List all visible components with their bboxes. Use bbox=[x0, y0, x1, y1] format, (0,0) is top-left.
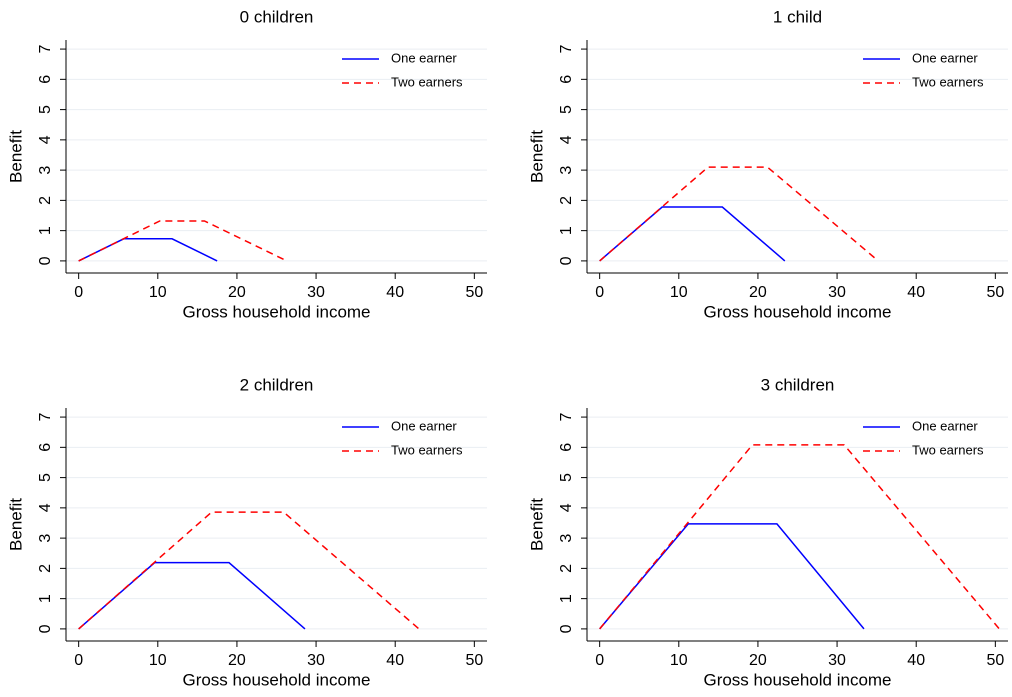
y-tick-label: 7 bbox=[37, 45, 54, 54]
legend-label: Two earners bbox=[912, 74, 984, 89]
y-tick-label: 2 bbox=[37, 196, 54, 205]
x-axis-title: Gross household income bbox=[703, 302, 891, 321]
y-tick-label: 0 bbox=[37, 256, 54, 265]
series-line bbox=[78, 561, 306, 630]
y-axis-title: Benefit bbox=[527, 130, 546, 183]
x-axis-title: Gross household income bbox=[703, 670, 891, 689]
y-tick-label: 0 bbox=[558, 256, 575, 265]
legend-label: One earner bbox=[912, 418, 978, 433]
y-tick-label: 4 bbox=[558, 503, 575, 512]
y-tick-label: 5 bbox=[37, 105, 54, 114]
series-line bbox=[599, 523, 865, 630]
y-tick-label: 0 bbox=[558, 624, 575, 633]
x-tick-label: 10 bbox=[670, 284, 688, 301]
y-tick-label: 6 bbox=[37, 75, 54, 84]
x-tick-label: 20 bbox=[228, 284, 246, 301]
x-tick-label: 50 bbox=[465, 284, 483, 301]
y-axis-title: Benefit bbox=[6, 130, 25, 183]
x-tick-label: 40 bbox=[386, 284, 404, 301]
x-tick-label: 40 bbox=[386, 652, 404, 669]
x-tick-label: 30 bbox=[828, 652, 846, 669]
y-tick-label: 1 bbox=[37, 226, 54, 235]
series-line bbox=[599, 444, 1000, 630]
x-tick-label: 0 bbox=[74, 652, 83, 669]
chart-title: 2 children bbox=[240, 375, 314, 394]
y-tick-label: 4 bbox=[558, 135, 575, 144]
series-line bbox=[599, 206, 786, 262]
y-tick-label: 5 bbox=[37, 473, 54, 482]
x-tick-label: 30 bbox=[828, 284, 846, 301]
y-tick-label: 3 bbox=[558, 166, 575, 175]
y-tick-label: 2 bbox=[558, 564, 575, 573]
legend-label: Two earners bbox=[912, 442, 984, 457]
chart-title: 1 child bbox=[773, 7, 822, 26]
x-tick-label: 40 bbox=[907, 652, 925, 669]
x-tick-label: 50 bbox=[986, 284, 1004, 301]
x-tick-label: 0 bbox=[74, 284, 83, 301]
y-tick-label: 7 bbox=[37, 413, 54, 422]
y-tick-label: 4 bbox=[37, 135, 54, 144]
x-tick-label: 50 bbox=[986, 652, 1004, 669]
y-tick-label: 3 bbox=[37, 534, 54, 543]
y-tick-label: 5 bbox=[558, 105, 575, 114]
series-line bbox=[78, 238, 218, 262]
y-tick-label: 3 bbox=[558, 534, 575, 543]
x-tick-label: 20 bbox=[228, 652, 246, 669]
x-tick-label: 10 bbox=[149, 284, 167, 301]
x-tick-label: 30 bbox=[307, 652, 325, 669]
y-tick-label: 6 bbox=[37, 443, 54, 452]
x-tick-label: 50 bbox=[465, 652, 483, 669]
y-tick-label: 5 bbox=[558, 473, 575, 482]
y-tick-label: 1 bbox=[558, 594, 575, 603]
y-tick-label: 1 bbox=[37, 594, 54, 603]
x-tick-label: 0 bbox=[595, 652, 604, 669]
y-tick-label: 7 bbox=[558, 45, 575, 54]
series-line bbox=[78, 220, 288, 262]
x-axis-title: Gross household income bbox=[182, 302, 370, 321]
y-tick-label: 7 bbox=[558, 413, 575, 422]
legend-label: One earner bbox=[391, 418, 457, 433]
chart-title: 0 children bbox=[240, 7, 314, 26]
y-tick-label: 3 bbox=[37, 166, 54, 175]
x-tick-label: 30 bbox=[307, 284, 325, 301]
x-axis-title: Gross household income bbox=[182, 670, 370, 689]
legend-label: One earner bbox=[912, 50, 978, 65]
y-tick-label: 2 bbox=[558, 196, 575, 205]
y-tick-label: 2 bbox=[37, 564, 54, 573]
series-line bbox=[599, 166, 879, 262]
y-tick-label: 4 bbox=[37, 503, 54, 512]
legend-label: One earner bbox=[391, 50, 457, 65]
x-tick-label: 40 bbox=[907, 284, 925, 301]
y-tick-label: 6 bbox=[558, 75, 575, 84]
series-line bbox=[78, 511, 420, 630]
y-axis-title: Benefit bbox=[527, 498, 546, 551]
y-tick-label: 0 bbox=[37, 624, 54, 633]
y-tick-label: 1 bbox=[558, 226, 575, 235]
legend-label: Two earners bbox=[391, 74, 463, 89]
x-tick-label: 0 bbox=[595, 284, 604, 301]
y-tick-label: 6 bbox=[558, 443, 575, 452]
chart-title: 3 children bbox=[761, 375, 835, 394]
x-tick-label: 20 bbox=[749, 284, 767, 301]
x-tick-label: 20 bbox=[749, 652, 767, 669]
x-tick-label: 10 bbox=[149, 652, 167, 669]
x-tick-label: 10 bbox=[670, 652, 688, 669]
y-axis-title: Benefit bbox=[6, 498, 25, 551]
legend-label: Two earners bbox=[391, 442, 463, 457]
